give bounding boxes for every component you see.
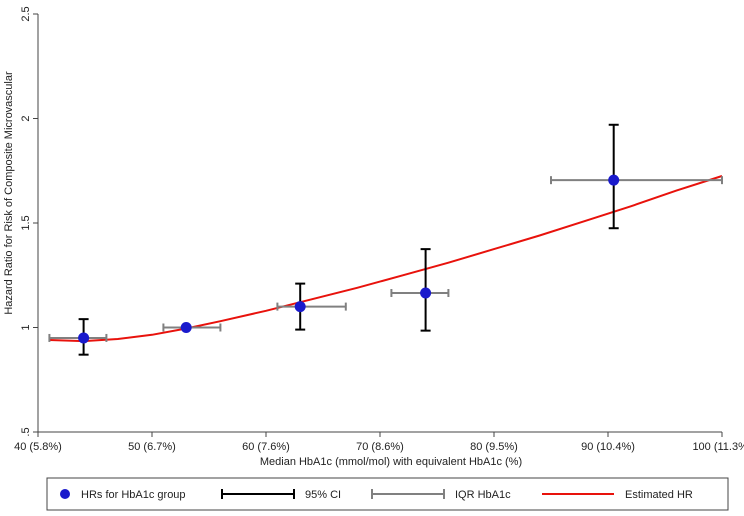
estimated-hr-curve-layer [49, 175, 723, 343]
legend-ci-bar-icon [221, 489, 295, 499]
estimated-hr-curve [49, 175, 723, 343]
x-tick-label: 90 (10.4%) [581, 441, 635, 453]
hr-point [78, 332, 90, 344]
x-tick-label: 50 (6.7%) [128, 441, 176, 453]
iqr-bar [48, 333, 108, 342]
iqr-bar [276, 302, 347, 311]
iqr-bar [390, 289, 450, 298]
legend-label-ci: 95% CI [305, 489, 341, 501]
legend-label-curve: Estimated HR [625, 489, 693, 501]
y-tick-label: 2 [20, 115, 32, 121]
legend-iqr-bar-icon [371, 489, 445, 499]
iqr-bar [162, 323, 222, 332]
y-tick-label: 2.5 [20, 6, 32, 21]
y-axis-label: Hazard Ratio for Risk of Composite Micro… [3, 71, 15, 315]
iqr-bars [48, 176, 723, 342]
legend-label-iqr: IQR HbA1c [455, 489, 511, 501]
legend-dot-icon [60, 489, 70, 499]
hr-point [180, 322, 192, 333]
x-axis-ticks: 40 (5.8%) 50 (6.7%) 60 (7.6%) 70 (8.6%) 80 (… [14, 432, 744, 453]
hr-point [420, 287, 432, 299]
x-tick-label: 40 (5.8%) [14, 441, 62, 453]
axes [37, 14, 722, 433]
y-tick-label: 1 [20, 324, 32, 330]
hr-point [608, 174, 620, 186]
hr-points [78, 174, 620, 344]
hr-point [294, 301, 306, 313]
y-tick-label: .5 [20, 427, 32, 436]
x-tick-label: 100 (11.3%) [692, 441, 744, 453]
iqr-bar [550, 176, 723, 185]
y-axis-ticks: .5 1 1.5 2 2.5 [20, 6, 38, 437]
y-tick-label: 1.5 [20, 215, 32, 230]
legend-label-points: HRs for HbA1c group [81, 489, 186, 501]
x-tick-label: 80 (9.5%) [470, 441, 518, 453]
ci-bars [78, 123, 619, 356]
legend: HRs for HbA1c group 95% CI IQR HbA1c Est… [46, 477, 729, 511]
x-tick-label: 70 (8.6%) [356, 441, 404, 453]
x-tick-label: 60 (7.6%) [242, 441, 290, 453]
x-axis-label: Median HbA1c (mmol/mol) with equivalent … [260, 456, 522, 468]
